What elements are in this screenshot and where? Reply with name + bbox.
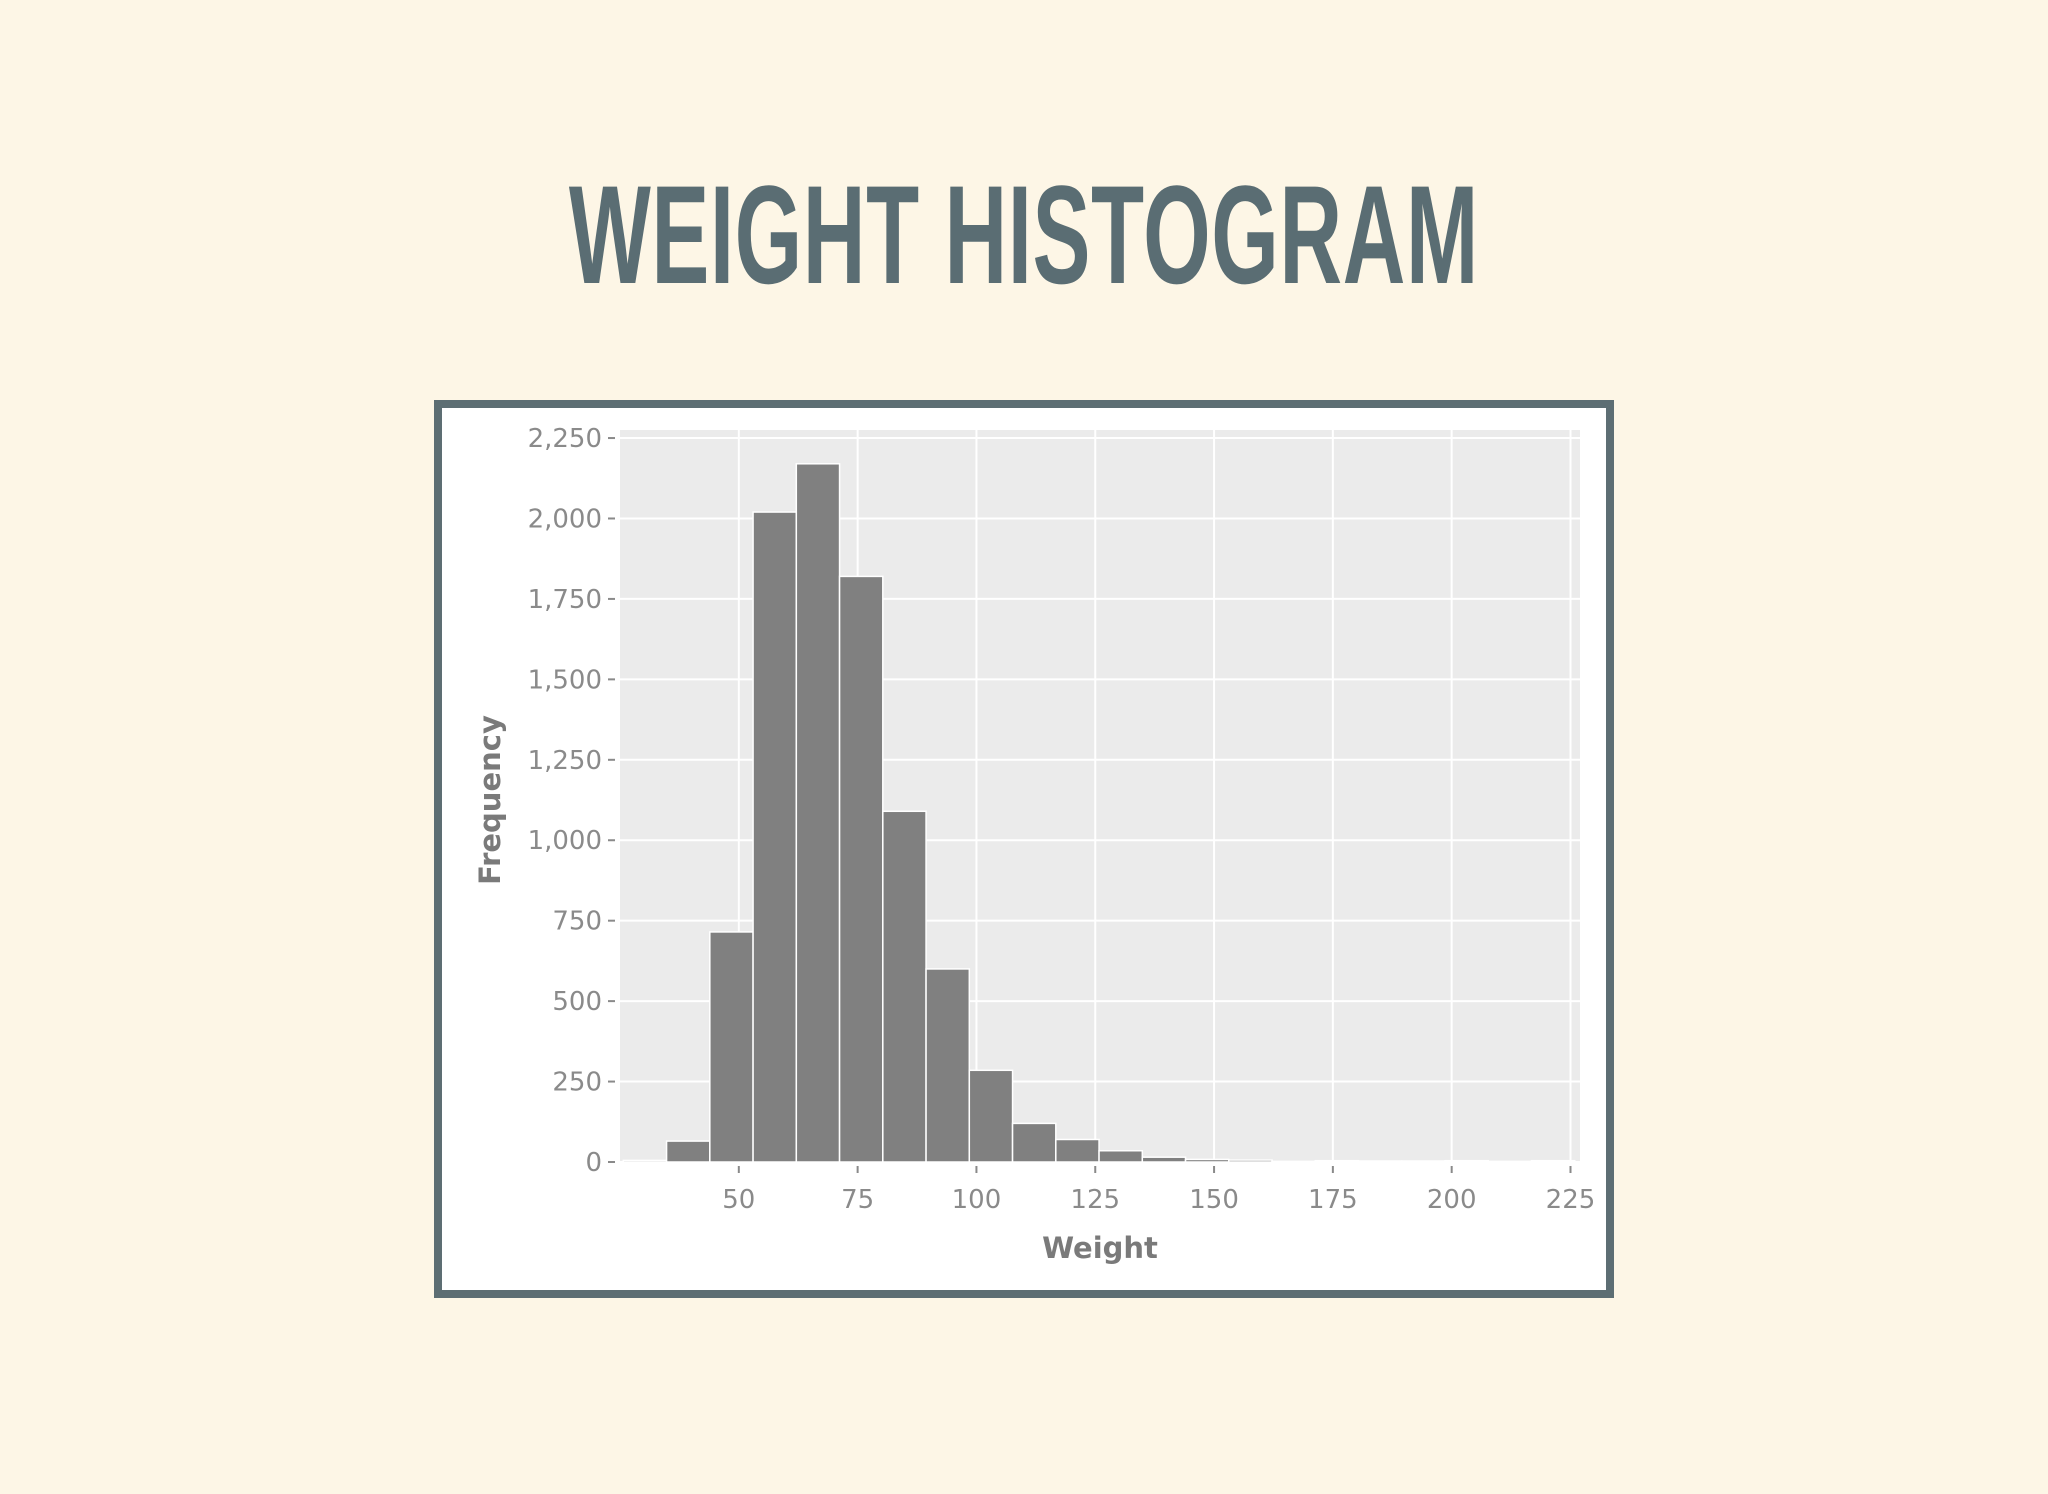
y-axis-title: Frequency xyxy=(473,715,507,885)
y-tick-label: 1,250 xyxy=(528,746,602,776)
x-axis: 50 75 100 125 150 175 200 225 xyxy=(722,1166,1595,1215)
histogram-bar xyxy=(709,931,754,1163)
histogram-bar xyxy=(882,810,927,1163)
weight-histogram-chart: 0 250 500 750 1,000 1,250 1,500 1,750 2,000 2,250… xyxy=(473,424,1595,1265)
histogram-bar xyxy=(622,1159,668,1163)
y-tick-label: 1,500 xyxy=(528,665,602,695)
y-axis: 0 250 500 750 1,000 1,250 1,500 1,750 2,000 2,250 xyxy=(528,424,615,1178)
y-tick-label: 250 xyxy=(552,1068,602,1098)
y-tick-label: 500 xyxy=(552,987,602,1017)
histogram-bar xyxy=(1055,1138,1100,1163)
histogram-bar xyxy=(1357,1160,1403,1164)
x-tick-label: 100 xyxy=(952,1185,1002,1215)
x-tick-label: 150 xyxy=(1189,1185,1239,1215)
histogram-bar xyxy=(1401,1160,1446,1164)
histogram-bar xyxy=(1098,1149,1144,1163)
x-tick-label: 200 xyxy=(1427,1185,1477,1215)
histogram-chart-frame: 0 250 500 750 1,000 1,250 1,500 1,750 2,000 2,250… xyxy=(434,400,1614,1298)
histogram-bar xyxy=(1271,1160,1317,1164)
histogram-bar xyxy=(1141,1156,1187,1163)
x-tick-label: 75 xyxy=(841,1185,874,1215)
histogram-bar xyxy=(1487,1160,1533,1164)
slide-title-text: WEIGHT HISTOGRAM xyxy=(568,156,1480,313)
x-tick-label: 225 xyxy=(1546,1185,1596,1215)
x-axis-title: Weight xyxy=(1042,1231,1158,1265)
y-tick-label: 0 xyxy=(585,1148,602,1178)
histogram-bar xyxy=(1314,1159,1360,1163)
slide-title: WEIGHT HISTOGRAM xyxy=(0,160,2048,310)
histogram-bar xyxy=(968,1069,1014,1163)
x-tick-label: 50 xyxy=(722,1185,755,1215)
histogram-bar xyxy=(925,968,971,1163)
y-tick-label: 1,750 xyxy=(528,585,602,615)
histogram-bars xyxy=(622,463,1576,1164)
histogram-bar xyxy=(1444,1159,1490,1163)
histogram-bar xyxy=(1011,1122,1057,1163)
y-tick-label: 750 xyxy=(552,907,602,937)
x-tick-label: 175 xyxy=(1308,1185,1358,1215)
y-tick-label: 2,000 xyxy=(528,504,602,534)
y-tick-label: 2,250 xyxy=(528,424,602,454)
histogram-bar xyxy=(1530,1159,1576,1163)
histogram-bar xyxy=(1228,1159,1273,1163)
histogram-bar xyxy=(752,511,798,1163)
histogram-bar xyxy=(1184,1158,1230,1163)
histogram-bar xyxy=(795,463,841,1163)
y-tick-label: 1,000 xyxy=(528,826,602,856)
histogram-bar xyxy=(838,575,884,1163)
histogram-bar xyxy=(665,1140,711,1163)
x-tick-label: 125 xyxy=(1070,1185,1120,1215)
